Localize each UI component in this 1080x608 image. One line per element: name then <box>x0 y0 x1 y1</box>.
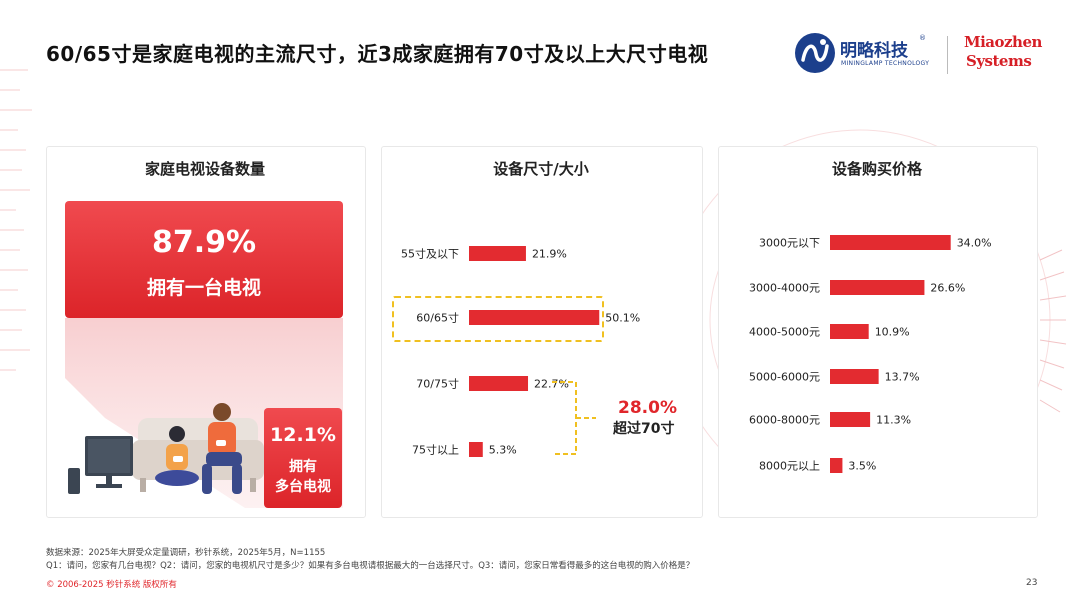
logo-area: 明略科技 ® MININGLAMP TECHNOLOGY Miaozhen Sy… <box>794 30 1044 80</box>
mininglamp-en-name: MININGLAMP TECHNOLOGY <box>841 60 930 67</box>
page-number: 23 <box>1026 578 1038 588</box>
family-watching-tv-illustration <box>68 403 264 494</box>
copyright: © 2006-2025 秒针系统 版权所有 <box>46 580 177 590</box>
bar <box>830 235 951 250</box>
data-label: 22.7% <box>534 378 569 391</box>
data-label: 21.9% <box>532 248 567 261</box>
mininglamp-logo-icon <box>795 33 835 73</box>
question-note: Q1：请问，您家有几台电视？Q2：请问，您家的电视机尺寸是多少？如果有多台电视请… <box>46 561 695 571</box>
panel-tv-price <box>718 146 1038 518</box>
panel1-title: 家庭电视设备数量 <box>144 160 265 178</box>
annotation-70plus-pct: 28.0% <box>618 398 677 418</box>
category-label: 6000-8000元 <box>749 414 820 427</box>
bar <box>830 369 879 384</box>
multi-tv-pct: 12.1% <box>270 424 336 446</box>
multi-tv-stat: 12.1% 拥有 多台电视 <box>264 408 342 508</box>
data-label: 13.7% <box>885 371 920 384</box>
bar <box>830 324 869 339</box>
source-note: 数据来源：2025年大屏受众定量调研，秒针系统，2025年5月，N=1155 <box>46 548 326 558</box>
price-bar-chart: 3000元以下 34.0% 3000-4000元 26.6% 4000-5000元 10.… <box>749 235 992 473</box>
category-label: 4000-5000元 <box>749 326 820 339</box>
bar <box>830 280 925 295</box>
miaozhen-logo-line2: Systems <box>966 52 1032 70</box>
single-tv-label: 拥有一台电视 <box>146 277 261 299</box>
data-label: 5.3% <box>489 444 517 457</box>
highlight-60-65-box <box>392 296 604 342</box>
size-bar-chart: 55寸及以下 21.9% 60/65寸 50.1% 70/75寸 22.7% 75寸以上 5.… <box>401 246 640 457</box>
bar <box>469 442 483 457</box>
category-label: 8000元以上 <box>759 460 820 473</box>
multi-tv-label-2: 多台电视 <box>275 479 331 495</box>
bar <box>469 310 600 325</box>
data-label: 26.6% <box>930 282 965 295</box>
bar <box>830 458 843 473</box>
bar <box>469 246 526 261</box>
data-label: 3.5% <box>848 460 876 473</box>
category-label: 70/75寸 <box>416 377 459 391</box>
data-label: 50.1% <box>605 312 640 325</box>
category-label: 3000元以下 <box>759 237 820 250</box>
miaozhen-logo-line1: Miaozhen <box>964 33 1042 51</box>
panel2-title: 设备尺寸/大小 <box>493 160 589 178</box>
page-title: 60/65寸是家庭电视的主流尺寸，近3成家庭拥有70寸及以上大尺寸电视 <box>46 42 709 66</box>
panel3-title: 设备购买价格 <box>831 160 922 178</box>
multi-tv-label-1: 拥有 <box>289 459 317 475</box>
data-label: 11.3% <box>876 414 911 427</box>
category-label: 60/65寸 <box>416 311 459 325</box>
category-label: 75寸以上 <box>412 443 459 457</box>
registered-mark: ® <box>919 34 926 42</box>
data-label: 34.0% <box>957 237 992 250</box>
category-label: 3000-4000元 <box>749 282 820 295</box>
category-label: 5000-6000元 <box>749 371 820 384</box>
mininglamp-name: 明略科技 <box>840 41 908 61</box>
category-label: 55寸及以下 <box>401 247 459 261</box>
panel-tv-size <box>381 146 703 518</box>
bar <box>830 412 871 427</box>
bracket-70plus <box>552 381 596 455</box>
bar <box>469 376 529 391</box>
data-label: 10.9% <box>875 326 910 339</box>
single-tv-pct: 87.9% <box>151 225 257 260</box>
logo-divider <box>947 36 948 74</box>
annotation-70plus-label: 超过70寸 <box>613 421 675 437</box>
single-tv-stat: 87.9% 拥有一台电视 <box>65 201 343 318</box>
